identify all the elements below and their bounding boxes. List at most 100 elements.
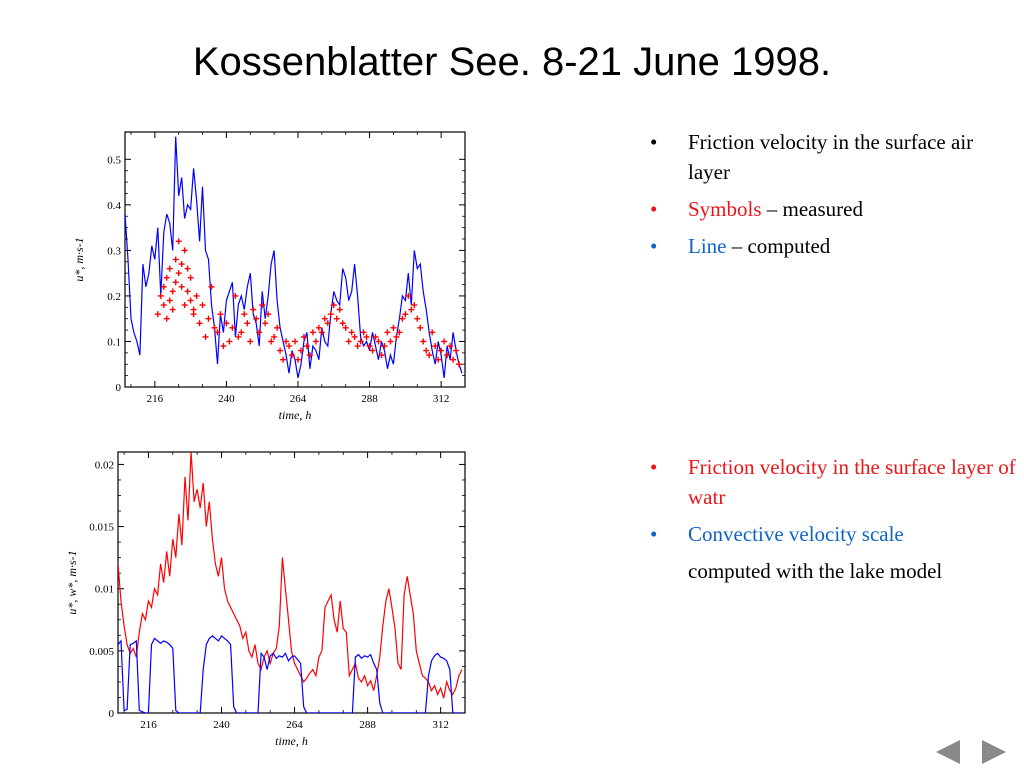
bullet-text: Friction velocity in the surface air lay… (688, 130, 974, 184)
marker-point (342, 324, 349, 331)
bullet-dot: • (650, 130, 658, 154)
marker-point (360, 329, 367, 336)
marker-point (166, 297, 173, 304)
marker-point (444, 352, 451, 359)
marker-point (450, 356, 457, 363)
marker-point (447, 343, 454, 350)
marker-point (441, 338, 448, 345)
y-tick-label: 0.4 (107, 200, 121, 212)
marker-point (268, 338, 275, 345)
marker-point (160, 283, 167, 290)
bullet-text: Line (688, 234, 727, 258)
marker-point (429, 329, 436, 336)
bullet-text: Convective velocity scale (688, 522, 904, 546)
marker-point (312, 338, 319, 345)
marker-point (378, 352, 385, 359)
marker-point (336, 306, 343, 313)
x-tick-label: 312 (433, 393, 450, 405)
series-line-0 (118, 452, 463, 699)
x-tick-label: 216 (140, 719, 157, 731)
y-tick-label: 0.015 (89, 522, 114, 534)
x-tick-label: 240 (213, 719, 230, 731)
plot-frame (124, 131, 466, 388)
marker-point (283, 338, 290, 345)
marker-point (277, 347, 284, 354)
marker-point (163, 315, 170, 322)
marker-point (205, 315, 212, 322)
bullet-dot: • (650, 197, 658, 221)
bullet-list-air: • Friction velocity in the surface air l… (648, 127, 1018, 268)
marker-point (280, 356, 287, 363)
marker-point (211, 324, 218, 331)
marker-point (238, 329, 245, 336)
marker-point (345, 338, 352, 345)
y-tick-label: 0.3 (107, 245, 121, 257)
marker-point (175, 238, 182, 245)
marker-point (432, 343, 439, 350)
marker-point (160, 302, 167, 309)
y-tick-label: 0.2 (107, 291, 121, 303)
plot-frame (117, 451, 466, 714)
marker-point (357, 338, 364, 345)
marker-point (256, 329, 263, 336)
chart-water-friction-convective-velocity: 216 240 264 288 312 0 0.005 0.01 0.015 0.02 time, … (65, 451, 466, 748)
marker-point (247, 338, 254, 345)
marker-point (396, 329, 403, 336)
bullet-dot: • (650, 455, 658, 479)
marker-point (241, 311, 248, 318)
marker-point (393, 333, 400, 340)
marker-point (163, 274, 170, 281)
bullet-item-friction-water: • Friction velocity in the surface layer… (648, 452, 1018, 512)
marker-point (196, 320, 203, 327)
marker-point (184, 265, 191, 272)
marker-point (315, 324, 322, 331)
marker-point (178, 283, 185, 290)
x-tick-label: 216 (147, 393, 164, 405)
bullet-dot: • (650, 522, 658, 546)
previous-slide-button[interactable] (936, 740, 960, 764)
bullet-item-symbols: • Symbols – measured (648, 194, 1018, 224)
marker-point (166, 265, 173, 272)
marker-point (405, 292, 412, 299)
marker-point (235, 333, 242, 340)
marker-point (214, 329, 221, 336)
marker-point (220, 343, 227, 350)
y-tick-label: 0.1 (107, 336, 121, 348)
marker-point (294, 356, 301, 363)
note-lake-model: computed with the lake model (688, 559, 943, 583)
marker-point (306, 352, 313, 359)
marker-point (354, 343, 361, 350)
marker-point (154, 311, 161, 318)
marker-point (274, 324, 281, 331)
bullet-dot: • (650, 234, 658, 258)
chart-air-friction-velocity: 216 240 264 288 312 0 0.1 0.2 0.3 0.4 0.5 time, h u*… (72, 131, 466, 422)
bullet-item-convective: • Convective velocity scale (648, 519, 1018, 549)
marker-point (351, 333, 358, 340)
marker-point (187, 274, 194, 281)
marker-point (423, 347, 430, 354)
next-slide-button[interactable] (982, 740, 1006, 764)
marker-point (169, 288, 176, 295)
marker-point (438, 347, 445, 354)
y-tick-label: 0 (109, 708, 115, 720)
marker-point (184, 288, 191, 295)
marker-point (411, 302, 418, 309)
marker-point (420, 338, 427, 345)
marker-point (175, 270, 182, 277)
y-tick-label: 0 (116, 382, 122, 394)
marker-point (169, 306, 176, 313)
marker-point (187, 297, 194, 304)
x-tick-label: 312 (432, 719, 449, 731)
marker-point (253, 315, 260, 322)
marker-point (339, 320, 346, 327)
marker-point (399, 315, 406, 322)
marker-point (271, 333, 278, 340)
marker-point (327, 311, 334, 318)
marker-point (333, 315, 340, 322)
marker-point (289, 352, 296, 359)
marker-point (300, 333, 307, 340)
marker-point (372, 333, 379, 340)
marker-point (292, 338, 298, 345)
x-tick-label: 288 (361, 393, 378, 405)
marker-point (250, 306, 257, 313)
